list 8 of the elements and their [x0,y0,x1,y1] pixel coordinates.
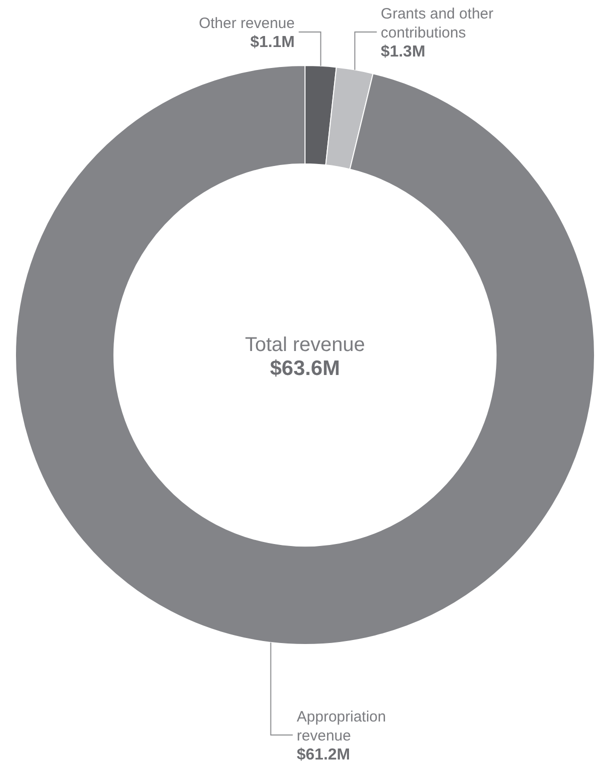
data-label: $1.1M [250,34,295,51]
data-label: $1.3M [380,44,426,60]
slice-label: Appropriation revenue [296,708,386,744]
text: $63.6M [270,357,340,380]
text: Total revenue [244,334,366,356]
slice-label: Grants and other contributions [380,6,494,42]
slice-label: Other revenue [198,15,295,32]
data-label: $61.2M [296,746,350,764]
